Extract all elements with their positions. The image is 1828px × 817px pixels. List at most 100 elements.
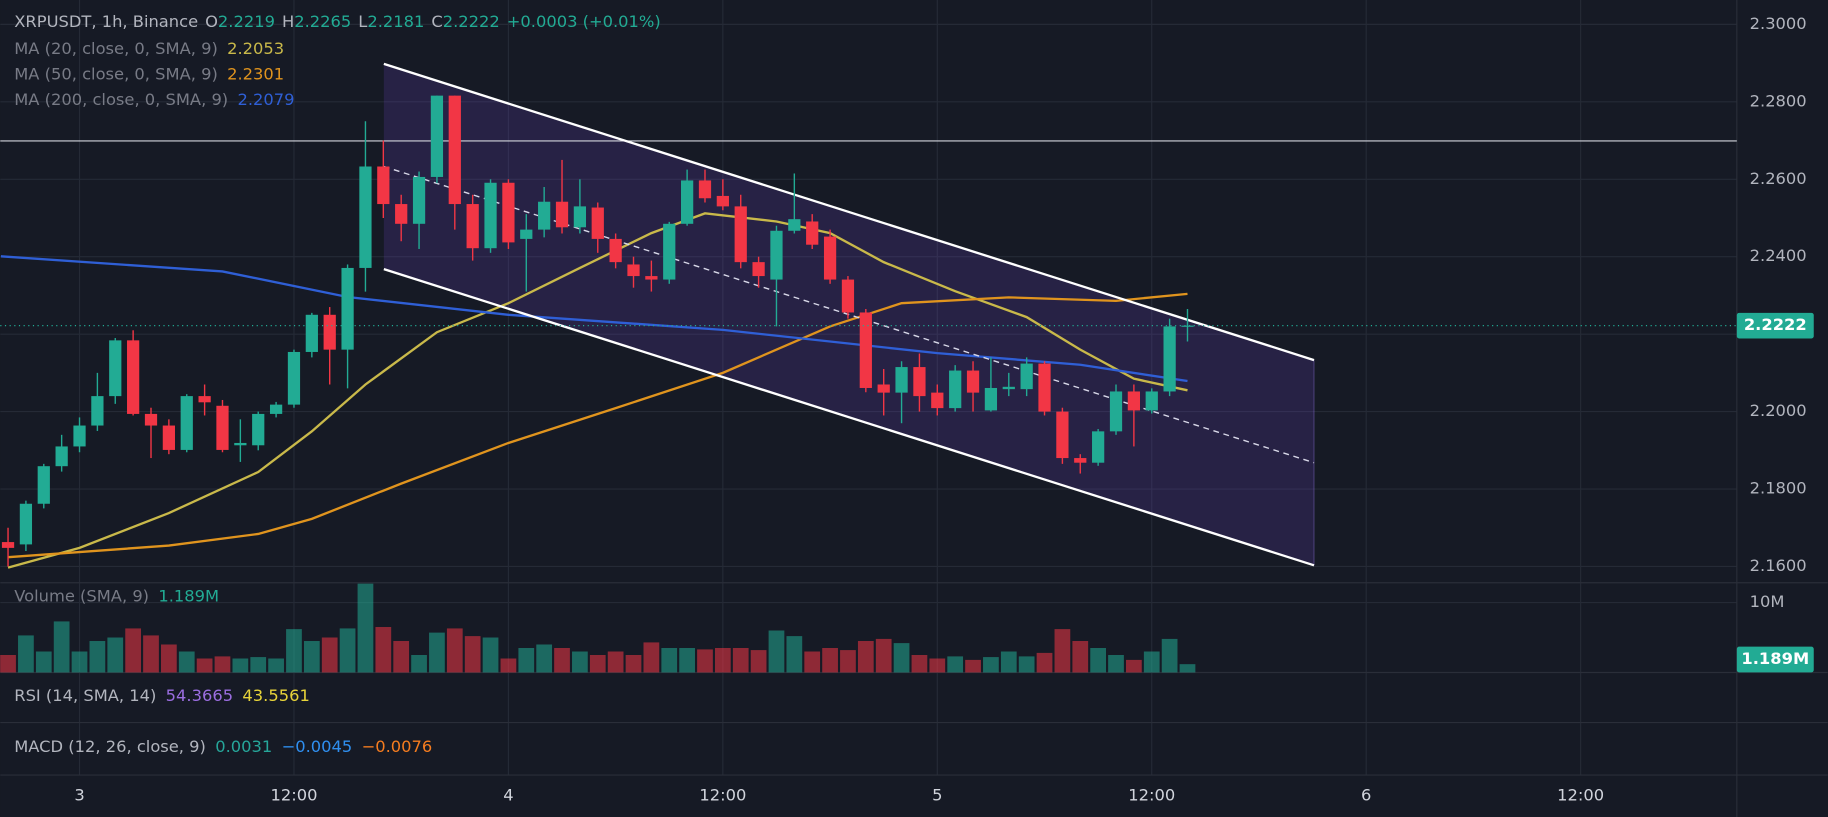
candle-body: [913, 367, 926, 397]
volume-bar: [554, 647, 570, 673]
candle-body: [234, 442, 247, 446]
legend-part: 43.5561: [242, 685, 309, 704]
candle-body: [180, 396, 193, 450]
candle-body: [1127, 391, 1140, 411]
legend-part: 0.0031: [215, 737, 272, 756]
candle-body: [1002, 386, 1015, 390]
volume-bar: [321, 637, 338, 673]
legend-part: MA (200, close, 0, SMA, 9): [14, 90, 228, 109]
legend-part: +0.0003 (+0.01%): [507, 12, 661, 31]
candle-body: [73, 425, 86, 447]
legend-part: 1.189M: [158, 586, 219, 605]
volume-bar: [250, 657, 267, 673]
candle-body: [287, 351, 301, 405]
volume-bar: [35, 651, 52, 673]
candle-body: [466, 204, 479, 249]
candle-body: [1092, 431, 1105, 463]
volume-bar: [1161, 638, 1178, 673]
candle-body: [1074, 458, 1087, 463]
current-volume-label: 1.189M: [1741, 649, 1809, 668]
legend-part: L: [358, 12, 367, 31]
volume-bar: [161, 644, 177, 673]
candle-body: [395, 204, 408, 224]
volume-bar: [840, 650, 856, 673]
volume-bar: [804, 651, 821, 673]
volume-bar: [536, 644, 553, 673]
rsi-legend: RSI (14, SMA, 14) 54.3665 43.5561: [14, 685, 310, 704]
legend-part: C: [431, 12, 442, 31]
candle-body: [752, 262, 765, 277]
x-tick-label: 12:00: [270, 786, 317, 805]
candle-body: [859, 312, 872, 388]
volume-bar: [1018, 656, 1035, 673]
legend-part: 2.2265: [294, 12, 351, 31]
candle-body: [770, 230, 783, 280]
legend-part: 2.2079: [237, 90, 294, 109]
candle-body: [716, 195, 729, 207]
candle-body: [430, 95, 444, 177]
legend-part: −0.0076: [362, 737, 433, 756]
volume-bar: [518, 647, 535, 673]
x-tick-label: 6: [1361, 786, 1371, 805]
y-tick-label: 2.2600: [1750, 169, 1807, 188]
volume-bar: [464, 636, 481, 673]
y-tick-label: 2.1800: [1750, 479, 1807, 498]
legend-part: 2.2219: [218, 12, 275, 31]
legend-part: 2.2222: [443, 12, 500, 31]
current-volume-badge: [1736, 646, 1814, 673]
volume-bar: [875, 638, 892, 673]
y-tick-label: 2.3000: [1750, 14, 1807, 33]
volume-bar: [911, 654, 928, 673]
volume-bar: [1126, 659, 1142, 673]
volume-bar: [71, 651, 88, 673]
current-price-badge: [1736, 312, 1814, 339]
candle-body: [1056, 411, 1069, 459]
candle-body: [966, 370, 980, 393]
volume-bar: [1072, 641, 1089, 673]
candle-body: [37, 466, 50, 504]
candle-body: [252, 413, 265, 446]
candle-body: [663, 223, 676, 280]
legend-part: MA (50, close, 0, SMA, 9): [14, 64, 218, 83]
legend-part: MACD (12, 26, close, 9): [14, 737, 206, 756]
candle-body: [949, 370, 962, 409]
ma-legend: MA (200, close, 0, SMA, 9) 2.2079: [14, 90, 294, 109]
candle-body: [895, 367, 908, 393]
current-price-label: 2.2222: [1744, 315, 1807, 334]
volume-bar: [714, 647, 731, 673]
candle-body: [19, 503, 33, 545]
volume-bar: [929, 658, 946, 673]
candle-body: [1, 542, 15, 548]
x-tick-label: 3: [74, 786, 84, 805]
candle-body: [591, 207, 604, 239]
candle-body: [412, 176, 426, 224]
x-tick-label: 12:00: [1128, 786, 1175, 805]
x-tick-label: 5: [932, 786, 942, 805]
candle-body: [1109, 391, 1123, 432]
candle-body: [680, 180, 694, 224]
candle-body: [269, 404, 283, 414]
volume-bar: [572, 651, 588, 673]
candle-body: [538, 201, 551, 230]
candle-body: [698, 180, 712, 199]
candle-body: [877, 384, 890, 393]
volume-bar: [893, 643, 910, 673]
ma-line: [0, 255, 1188, 383]
volume-bar: [1000, 651, 1017, 673]
x-tick-label: 12:00: [699, 786, 746, 805]
volume-bar: [947, 656, 964, 673]
volume-bar: [339, 628, 356, 673]
legend-part: −0.0045: [282, 737, 353, 756]
candle-body: [127, 340, 140, 414]
ma-legend: MA (20, close, 0, SMA, 9) 2.2053: [14, 38, 284, 57]
y-tick-label: 10M: [1750, 592, 1785, 611]
candle-body: [305, 314, 318, 352]
volume-bar: [768, 630, 785, 673]
legend-part: 2.2053: [227, 38, 284, 57]
volume-bar: [232, 658, 249, 673]
volume-bar: [286, 629, 302, 673]
y-tick-label: 2.1600: [1750, 556, 1807, 575]
channel-line: [383, 267, 1315, 567]
candle-body: [216, 405, 229, 450]
